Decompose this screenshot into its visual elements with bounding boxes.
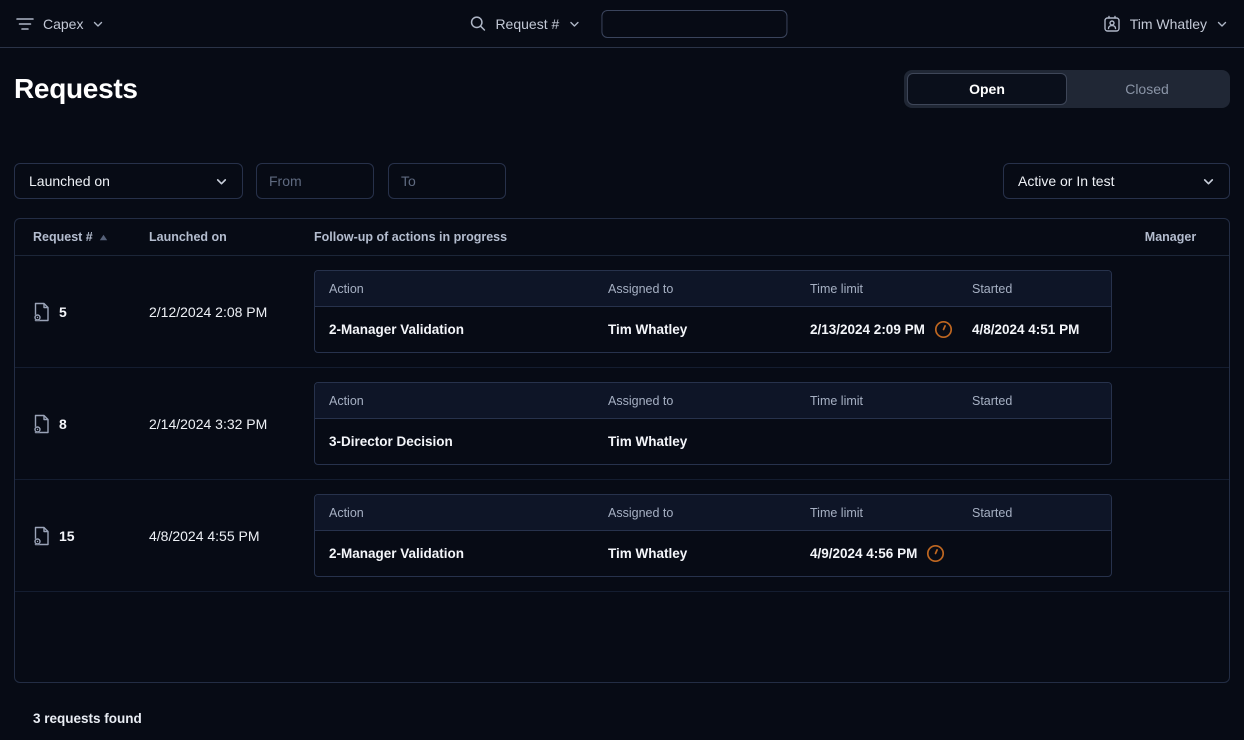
request-number-cell: 15: [15, 526, 149, 546]
search-icon: [469, 15, 486, 32]
time-limit-value: 2/13/2024 2:09 PM: [810, 322, 925, 337]
app-name: Capex: [43, 15, 84, 32]
followup-cell: Action Assigned to Time limit Started 2-…: [314, 494, 1112, 577]
search-scope-selector[interactable]: Request #: [495, 15, 560, 32]
clock-icon: [926, 544, 945, 563]
badge-icon: [1103, 15, 1121, 33]
chevron-down-icon: [1216, 18, 1228, 30]
clock-icon: [934, 320, 953, 339]
date-from-input[interactable]: [256, 163, 374, 199]
sort-ascending-icon: [99, 234, 108, 241]
launched-on-cell: 2/14/2024 3:32 PM: [149, 415, 268, 432]
request-number: 5: [59, 303, 67, 320]
request-number: 8: [59, 415, 67, 432]
status-filter-selected-value: Active or In test: [1018, 173, 1115, 189]
subcolumn-action: Action: [329, 281, 364, 296]
subcolumn-action: Action: [329, 505, 364, 520]
time-limit-cell: 4/9/2024 4:56 PM: [810, 544, 972, 563]
actions-subtable: Action Assigned to Time limit Started 3-…: [314, 382, 1112, 465]
chevron-down-icon: [1202, 175, 1215, 188]
tab-open[interactable]: Open: [907, 73, 1067, 105]
request-number-cell: 5: [15, 302, 149, 322]
document-gear-icon: [33, 414, 50, 434]
document-gear-icon: [33, 302, 50, 322]
request-number-cell: 8: [15, 414, 149, 434]
document-gear-icon: [33, 526, 50, 546]
date-to-input[interactable]: [388, 163, 506, 199]
started-value: 4/8/2024 4:51 PM: [972, 322, 1080, 337]
column-header-request-number[interactable]: Request #: [15, 230, 149, 244]
chevron-down-icon: [215, 175, 228, 188]
subcolumn-started: Started: [972, 505, 1013, 520]
user-menu[interactable]: Tim Whatley: [1103, 15, 1228, 33]
launched-on-cell: 4/8/2024 4:55 PM: [149, 527, 260, 544]
page-header: Requests Open Closed: [0, 48, 1244, 130]
subtable-data-row: 2-Manager Validation Tim Whatley 2/13/20…: [315, 307, 1111, 352]
subcolumn-action: Action: [329, 393, 364, 408]
table-row[interactable]: 5 2/12/2024 2:08 PM Action Assigned to T…: [15, 256, 1229, 368]
launched-on-cell: 2/12/2024 2:08 PM: [149, 303, 268, 320]
subcolumn-started: Started: [972, 393, 1013, 408]
date-field-selected-value: Launched on: [29, 173, 110, 189]
followup-cell: Action Assigned to Time limit Started 3-…: [314, 382, 1112, 465]
status-filter-select[interactable]: Active or In test: [1003, 163, 1230, 199]
tab-closed[interactable]: Closed: [1067, 73, 1227, 105]
subtable-header-row: Action Assigned to Time limit Started: [315, 271, 1111, 307]
subtable-header-row: Action Assigned to Time limit Started: [315, 383, 1111, 419]
action-value: 2-Manager Validation: [329, 546, 465, 561]
chevron-down-icon: [92, 18, 104, 30]
subtable-header-row: Action Assigned to Time limit Started: [315, 495, 1111, 531]
actions-subtable: Action Assigned to Time limit Started 2-…: [314, 270, 1112, 353]
subcolumn-assigned-to: Assigned to: [608, 281, 674, 296]
subcolumn-started: Started: [972, 281, 1013, 296]
subtable-data-row: 2-Manager Validation Tim Whatley 4/9/202…: [315, 531, 1111, 576]
app-menu[interactable]: Capex: [16, 16, 104, 32]
topbar: Capex Request # Tim Whatley: [0, 0, 1244, 48]
request-number: 15: [59, 527, 75, 544]
column-header-manager: Manager: [1144, 230, 1197, 244]
column-header-label: Request #: [33, 230, 93, 244]
action-value: 3-Director Decision: [329, 434, 453, 449]
assigned-to-value: Tim Whatley: [608, 434, 688, 449]
time-limit-cell: 2/13/2024 2:09 PM: [810, 320, 972, 339]
assigned-to-value: Tim Whatley: [608, 322, 688, 337]
subcolumn-time-limit: Time limit: [810, 505, 864, 520]
subcolumn-time-limit: Time limit: [810, 393, 864, 408]
open-closed-toggle: Open Closed: [904, 70, 1230, 108]
results-count: 3 requests found: [33, 711, 142, 726]
subtable-data-row: 3-Director Decision Tim Whatley: [315, 419, 1111, 464]
subcolumn-assigned-to: Assigned to: [608, 505, 674, 520]
global-search: Request #: [469, 9, 788, 38]
actions-subtable: Action Assigned to Time limit Started 2-…: [314, 494, 1112, 577]
column-header-launched-on[interactable]: Launched on: [149, 230, 227, 244]
page-title: Requests: [14, 73, 138, 104]
column-header-followup: Follow-up of actions in progress: [314, 230, 508, 244]
date-field-select[interactable]: Launched on: [14, 163, 243, 199]
table-row[interactable]: 8 2/14/2024 3:32 PM Action Assigned to T…: [15, 368, 1229, 480]
subcolumn-assigned-to: Assigned to: [608, 393, 674, 408]
chevron-down-icon: [568, 18, 580, 30]
table-row[interactable]: 15 4/8/2024 4:55 PM Action Assigned to T…: [15, 480, 1229, 592]
followup-cell: Action Assigned to Time limit Started 2-…: [314, 270, 1112, 353]
requests-table: Request # Launched on Follow-up of actio…: [14, 218, 1230, 683]
user-name: Tim Whatley: [1129, 15, 1207, 32]
filter-menu-icon: [16, 17, 34, 31]
time-limit-value: 4/9/2024 4:56 PM: [810, 546, 918, 561]
subcolumn-time-limit: Time limit: [810, 281, 864, 296]
action-value: 2-Manager Validation: [329, 322, 465, 337]
search-input[interactable]: [601, 9, 788, 38]
filters-bar: Launched on Active or In test: [0, 130, 1244, 199]
table-header-row: Request # Launched on Follow-up of actio…: [15, 219, 1229, 256]
table-empty-area: [15, 592, 1229, 682]
assigned-to-value: Tim Whatley: [608, 546, 688, 561]
